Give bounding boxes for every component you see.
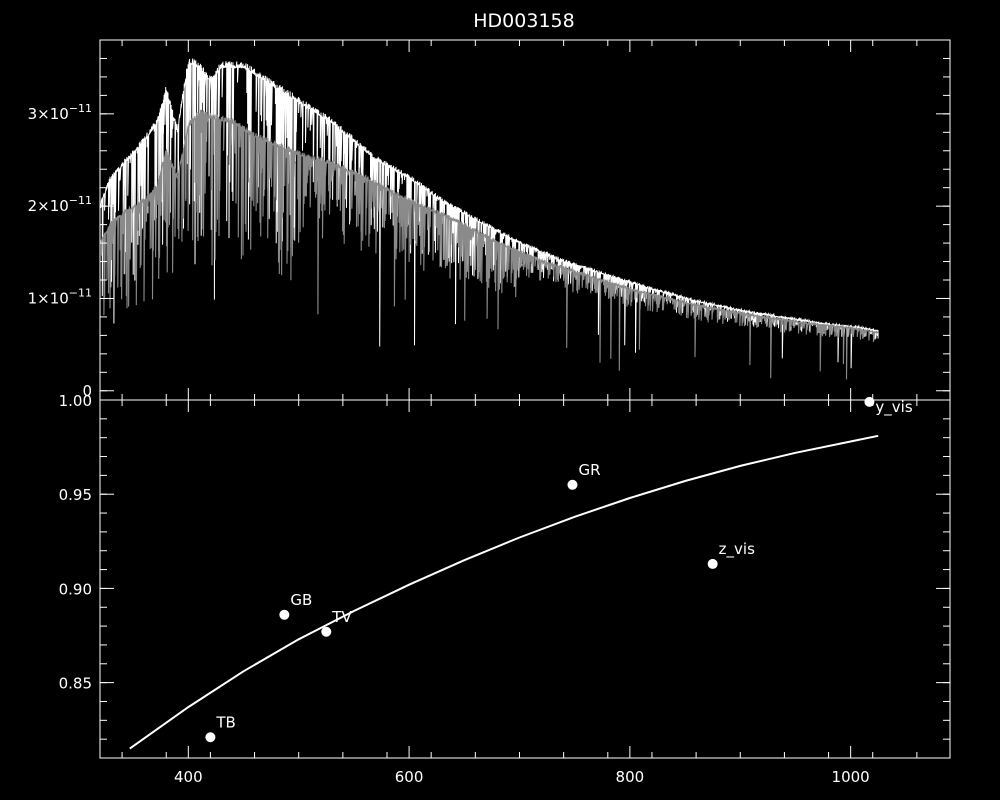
ratio-point-tv <box>321 626 332 637</box>
ratio-y-tick-label: 0.85 <box>59 675 92 693</box>
ratio-y-tick-labels: 0.85 0.90 0.95 1.00 <box>59 392 92 693</box>
flux-series-group <box>99 58 879 380</box>
ratio-point-z-vis <box>707 558 718 569</box>
ratio-panel: TB GB TV GR z_vis y_vis 0.85 0.90 0.95 1.00 400 6… <box>59 392 951 786</box>
flux-y-tick-label: 3×10−11 <box>28 102 92 123</box>
ratio-point-label: TB <box>215 713 235 731</box>
ratio-point-label: GR <box>578 461 600 479</box>
ratio-y-tick-label: 0.90 <box>59 580 92 598</box>
ratio-y-tick-label: 1.00 <box>59 392 92 410</box>
ratio-panel-frame <box>99 399 951 759</box>
ratio-point-y-vis <box>864 396 875 407</box>
flux-y-tick-label: 0 <box>82 382 92 400</box>
ratio-point-gr <box>567 479 578 490</box>
ratio-point-tb <box>205 732 216 743</box>
ratio-point-label: GB <box>290 591 312 609</box>
ratio-points-group: TB GB TV GR z_vis y_vis <box>205 396 913 743</box>
flux-axis-ticks <box>100 40 950 400</box>
spectrum-line-2 <box>99 109 879 380</box>
ratio-axis-ticks <box>100 399 950 759</box>
x-tick-label: 400 <box>174 768 203 786</box>
x-tick-label: 1000 <box>832 768 870 786</box>
ratio-point-gb <box>279 609 290 620</box>
ratio-y-tick-label: 0.95 <box>59 486 92 504</box>
flux-y-tick-label: 1×10−11 <box>28 286 92 307</box>
flux-y-tick-label: 2×10−11 <box>28 194 92 215</box>
x-tick-labels: 400 600 800 1000 <box>174 768 870 786</box>
ratio-curve-group <box>129 434 879 750</box>
flux-y-tick-labels: 0 1×10−11 2×10−11 3×10−11 <box>28 102 92 400</box>
flux-panel: 0 1×10−11 2×10−11 3×10−11 <box>28 39 951 401</box>
ratio-point-label: TV <box>331 608 352 626</box>
x-tick-label: 800 <box>616 768 645 786</box>
ratio-curve <box>129 434 879 750</box>
ratio-point-label: y_vis <box>875 398 912 417</box>
ratio-point-label: z_vis <box>719 540 755 559</box>
chart-title: HD003158 <box>473 10 574 32</box>
x-tick-label: 600 <box>395 768 424 786</box>
